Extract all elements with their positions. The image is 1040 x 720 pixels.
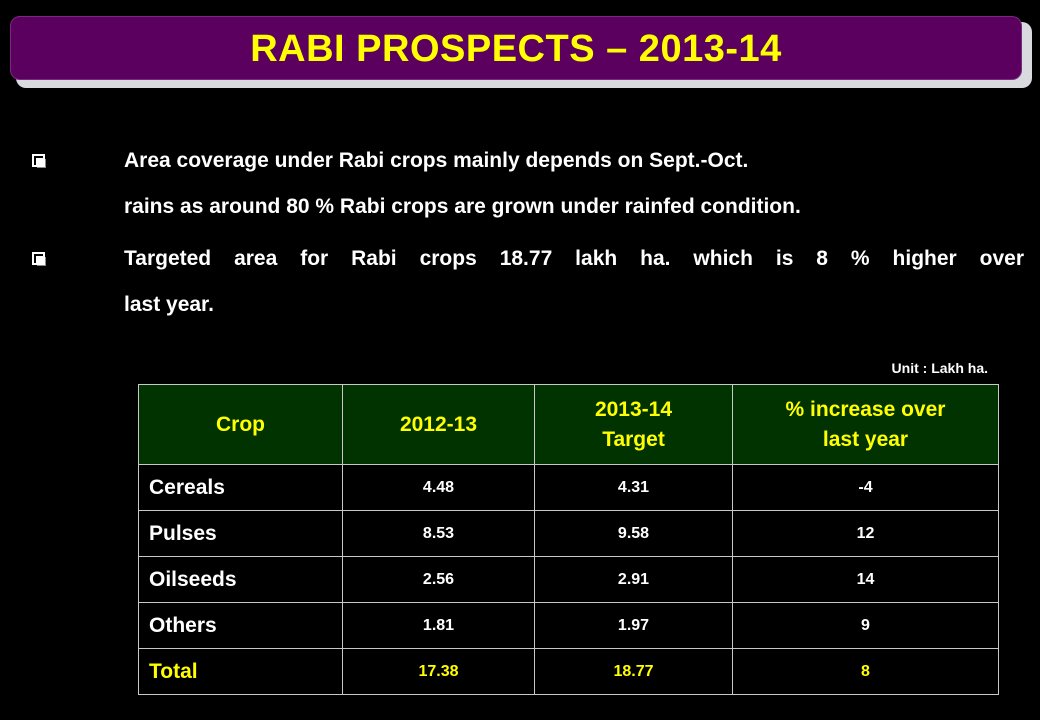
value-2012-13-cell: 1.81 [342, 602, 535, 649]
header-2012-13: 2012-13 [342, 384, 535, 465]
value-2012-13-cell: 17.38 [342, 648, 535, 695]
table-row: Cereals 4.48 4.31 -4 [138, 464, 999, 511]
crop-cell: Oilseeds [138, 556, 343, 603]
crop-cell: Cereals [138, 464, 343, 511]
unit-label: Unit : Lakh ha. [891, 360, 988, 376]
header-percent-line1: % increase over [785, 397, 946, 421]
checkbox-bullet-icon [32, 252, 45, 265]
value-2013-14-cell: 2.91 [534, 556, 733, 603]
table-row: Oilseeds 2.56 2.91 14 [138, 556, 999, 603]
bullet-line: rains as around 80 % Rabi crops are grow… [124, 195, 801, 218]
value-2012-13-cell: 8.53 [342, 510, 535, 557]
value-2013-14-cell: 4.31 [534, 464, 733, 511]
table-row: Others 1.81 1.97 9 [138, 602, 999, 649]
header-percent-line2: last year [822, 427, 909, 451]
value-2013-14-cell: 1.97 [534, 602, 733, 649]
rabi-crops-table: Crop 2012-13 2013-14 Target % increase o… [138, 384, 999, 695]
title-bar: RABI PROSPECTS – 2013-14 [10, 16, 1022, 80]
bullet-list: Area coverage under Rabi crops mainly de… [30, 138, 1024, 328]
percent-increase-cell: 9 [732, 602, 999, 649]
crop-cell: Total [138, 648, 343, 695]
table-row: Pulses 8.53 9.58 12 [138, 510, 999, 557]
value-2013-14-cell: 9.58 [534, 510, 733, 557]
header-2013-14-target: 2013-14 Target [534, 384, 733, 465]
percent-increase-cell: 8 [732, 648, 999, 695]
table-row-total: Total 17.38 18.77 8 [138, 648, 999, 695]
bullet-item-rains: Area coverage under Rabi crops mainly de… [30, 138, 1024, 230]
value-2012-13-cell: 4.48 [342, 464, 535, 511]
page-title: RABI PROSPECTS – 2013-14 [250, 28, 782, 70]
header-2013-14-year: 2013-14 [594, 397, 673, 421]
bullet-item-target: Targeted area for Rabi crops 18.77 lakh … [30, 236, 1024, 328]
value-2013-14-cell: 18.77 [534, 648, 733, 695]
table-header-row: Crop 2012-13 2013-14 Target % increase o… [138, 384, 999, 465]
bullet-line: last year. [124, 293, 214, 316]
crop-cell: Others [138, 602, 343, 649]
checkbox-bullet-icon [32, 154, 45, 167]
header-crop: Crop [138, 384, 343, 465]
value-2012-13-cell: 2.56 [342, 556, 535, 603]
header-2013-14-target-label: Target [602, 427, 665, 451]
percent-increase-cell: -4 [732, 464, 999, 511]
crop-cell: Pulses [138, 510, 343, 557]
bullet-line: Area coverage under Rabi crops mainly de… [124, 149, 749, 172]
bullet-line: Targeted area for Rabi crops 18.77 lakh … [124, 247, 1024, 270]
percent-increase-cell: 12 [732, 510, 999, 557]
percent-increase-cell: 14 [732, 556, 999, 603]
header-percent-increase: % increase over last year [732, 384, 999, 465]
